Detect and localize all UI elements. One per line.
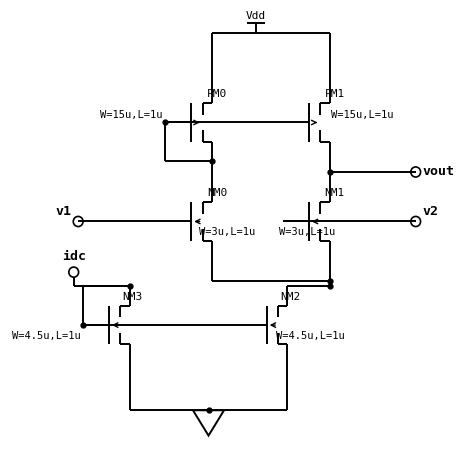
Text: W=4.5u,L=1u: W=4.5u,L=1u bbox=[276, 331, 345, 341]
Text: W=3u,L=1u: W=3u,L=1u bbox=[279, 227, 336, 237]
Text: NM1: NM1 bbox=[325, 188, 345, 198]
Text: PM1: PM1 bbox=[325, 89, 345, 99]
Text: PM0: PM0 bbox=[207, 89, 227, 99]
Text: NM2: NM2 bbox=[280, 292, 301, 302]
Text: NM3: NM3 bbox=[123, 292, 143, 302]
Text: NM0: NM0 bbox=[207, 188, 227, 198]
Text: idc: idc bbox=[62, 250, 86, 263]
Text: Vdd: Vdd bbox=[246, 11, 266, 21]
Text: v2: v2 bbox=[422, 205, 438, 218]
Text: W=15u,L=1u: W=15u,L=1u bbox=[331, 110, 394, 120]
Text: W=3u,L=1u: W=3u,L=1u bbox=[199, 227, 255, 237]
Text: v1: v1 bbox=[55, 205, 72, 218]
Text: vout: vout bbox=[422, 164, 455, 178]
Text: W=15u,L=1u: W=15u,L=1u bbox=[100, 110, 163, 120]
Text: W=4.5u,L=1u: W=4.5u,L=1u bbox=[12, 331, 81, 341]
